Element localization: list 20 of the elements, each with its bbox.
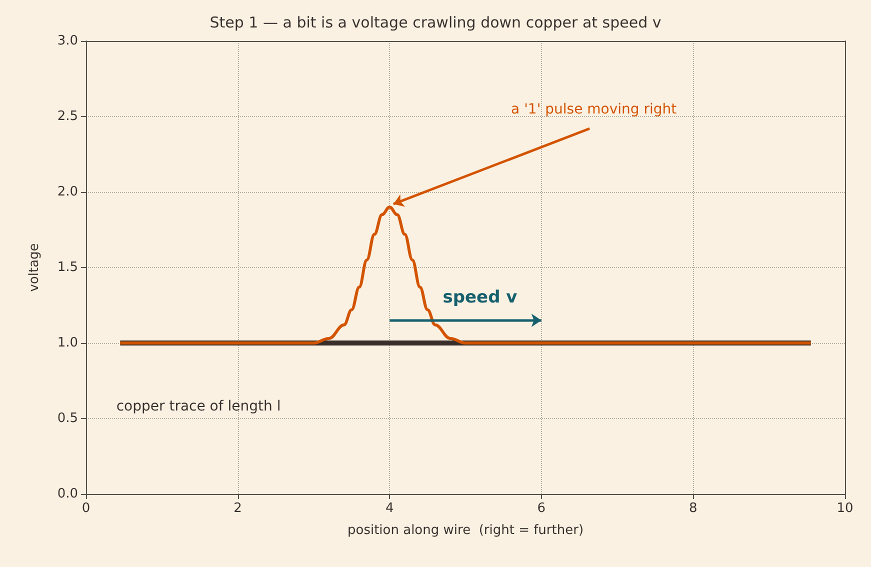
annotation: copper trace of length l bbox=[116, 398, 281, 414]
x-tick-label: 0 bbox=[82, 501, 90, 516]
y-tick-label: 3.0 bbox=[57, 34, 78, 48]
x-tick-label: 6 bbox=[537, 501, 546, 516]
x-tick-label: 10 bbox=[836, 501, 854, 516]
x-axis-title: position along wire (right = further) bbox=[347, 523, 584, 538]
y-tick-label: 0.0 bbox=[57, 486, 78, 502]
y-tick-label: 2.5 bbox=[57, 109, 78, 124]
x-tick-label: 4 bbox=[385, 501, 394, 516]
y-axis-title: voltage bbox=[27, 243, 42, 292]
line-series bbox=[118, 206, 812, 344]
y-tick-label: 1.0 bbox=[57, 336, 78, 350]
y-tick-label: 2.0 bbox=[57, 184, 78, 200]
annotation: speed v bbox=[442, 288, 518, 308]
x-tick-label: 8 bbox=[689, 501, 698, 516]
y-tick-label: 1.5 bbox=[57, 260, 78, 275]
chart-title: Step 1 — a bit is a voltage crawling down copper at speed v bbox=[210, 14, 662, 32]
x-tick-label: 2 bbox=[234, 501, 242, 516]
y-tick-label: 0.5 bbox=[57, 411, 78, 426]
annotation: a '1' pulse moving right bbox=[511, 102, 678, 118]
